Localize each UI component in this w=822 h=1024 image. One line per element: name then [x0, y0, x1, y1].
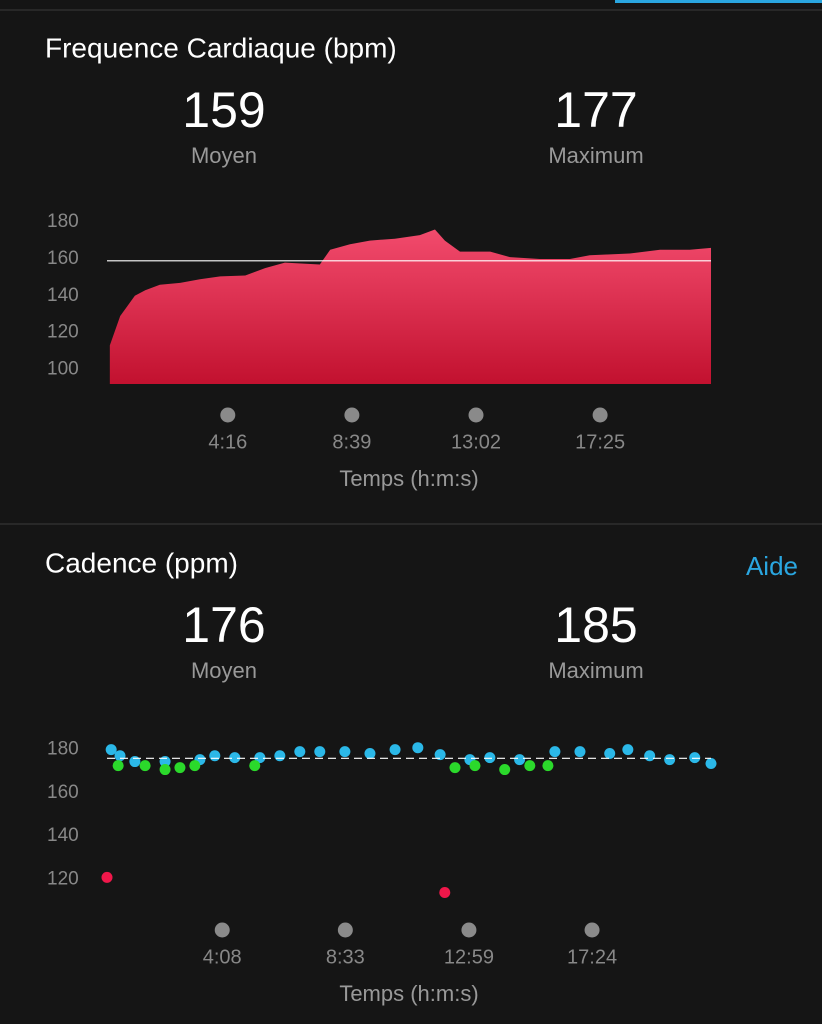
point	[274, 750, 286, 762]
x-tick	[461, 922, 477, 938]
x-tick	[337, 922, 353, 938]
x-tick	[592, 407, 608, 423]
point	[174, 762, 186, 774]
point	[254, 752, 266, 764]
x-tick	[468, 407, 484, 423]
stat-value: 185	[554, 597, 637, 653]
point	[159, 764, 171, 776]
stat-label: Moyen	[191, 143, 257, 168]
stat-value: 159	[182, 82, 265, 138]
point	[112, 760, 124, 772]
point	[644, 750, 656, 762]
point	[389, 744, 401, 756]
point	[139, 760, 151, 772]
stat-value: 177	[554, 82, 637, 138]
point	[105, 744, 117, 756]
point	[449, 762, 461, 774]
point	[622, 744, 634, 756]
point	[574, 746, 586, 758]
y-tick-label: 160	[47, 782, 79, 803]
x-tick-label: 8:39	[332, 431, 371, 453]
point	[664, 754, 676, 766]
point	[314, 746, 326, 758]
x-axis-title: Temps (h:m:s)	[339, 981, 478, 1006]
x-tick-label: 17:24	[567, 946, 617, 968]
point	[209, 750, 221, 762]
x-tick	[214, 922, 230, 938]
point	[249, 760, 261, 772]
point	[129, 756, 141, 768]
y-tick-label: 140	[47, 825, 79, 846]
x-tick-label: 17:25	[575, 431, 625, 453]
y-tick-label: 120	[47, 869, 79, 890]
x-tick-label: 4:16	[208, 431, 247, 453]
x-tick-label: 4:08	[203, 946, 242, 968]
y-tick-label: 140	[47, 285, 79, 306]
x-tick-label: 8:33	[326, 946, 365, 968]
point	[484, 752, 496, 764]
point	[469, 760, 481, 772]
point	[189, 760, 201, 772]
x-tick-label: 12:59	[444, 946, 494, 968]
x-tick	[344, 407, 360, 423]
point	[499, 764, 511, 776]
y-tick-label: 180	[47, 211, 79, 232]
y-tick-label: 100	[47, 358, 79, 379]
tab-indicator	[615, 0, 822, 3]
point	[364, 748, 376, 760]
stat-label: Maximum	[548, 658, 643, 683]
stat-label: Moyen	[191, 658, 257, 683]
point	[514, 754, 526, 766]
point	[549, 746, 561, 758]
point	[412, 742, 424, 754]
point	[294, 746, 306, 758]
x-axis-title: Temps (h:m:s)	[339, 466, 478, 491]
point	[439, 887, 451, 899]
point	[114, 750, 126, 762]
point	[542, 760, 554, 772]
point	[689, 752, 701, 764]
point	[229, 752, 241, 764]
help-link[interactable]: Aide	[746, 551, 798, 581]
area	[109, 229, 712, 384]
stat-label: Maximum	[548, 143, 643, 168]
y-tick-label: 180	[47, 739, 79, 760]
stat-value: 176	[182, 597, 265, 653]
point	[604, 748, 616, 760]
x-tick	[584, 922, 600, 938]
point	[101, 871, 113, 883]
x-tick	[220, 407, 236, 423]
chart-title: Frequence Cardiaque (bpm)	[45, 32, 397, 63]
point	[434, 749, 446, 761]
point	[524, 760, 536, 772]
point	[339, 746, 351, 758]
x-tick-label: 13:02	[451, 431, 501, 453]
y-tick-label: 120	[47, 322, 79, 343]
point	[705, 757, 717, 769]
chart-title: Cadence (ppm)	[45, 547, 238, 578]
y-tick-label: 160	[47, 248, 79, 269]
